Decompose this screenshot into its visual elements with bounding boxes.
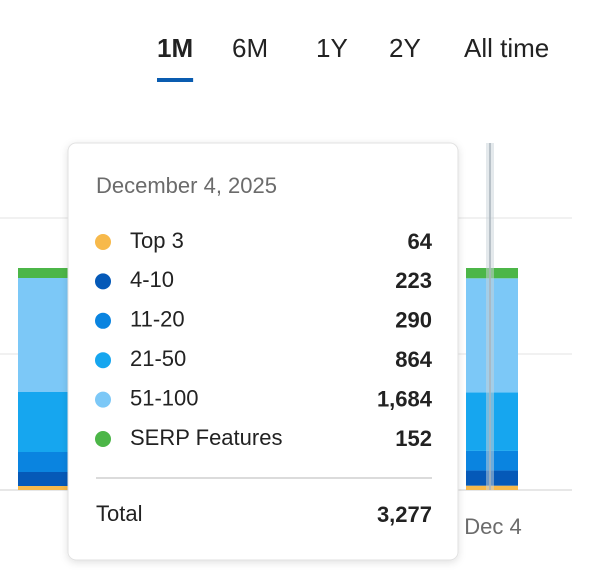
- bar-segment: [18, 472, 68, 486]
- row-label: 21-50: [130, 346, 186, 371]
- legend-dot: [95, 431, 111, 447]
- legend-dot: [95, 352, 111, 369]
- tab[interactable]: 2Y: [389, 33, 421, 63]
- row-label: 4-10: [130, 267, 174, 292]
- row-value: 290: [395, 308, 432, 333]
- legend-dot: [95, 273, 111, 290]
- tooltip: December 4, 2025 Total 3,277 Top 3 64 4-10…: [67, 142, 459, 561]
- total-label: Total: [96, 501, 142, 526]
- tabs: 1M 6M 1Y 2Y All time: [157, 33, 549, 82]
- x-tick-label: Dec 4: [464, 514, 521, 539]
- row-label: 11-20: [130, 307, 185, 332]
- total-value: 3,277: [377, 502, 432, 527]
- row-value: 864: [395, 347, 432, 372]
- row-value: 152: [395, 426, 432, 451]
- previous-bar: [18, 268, 68, 490]
- row-label: SERP Features: [130, 425, 282, 450]
- row-label: Top 3: [130, 228, 184, 253]
- row-value: 64: [408, 229, 433, 254]
- legend-dot: [95, 312, 111, 329]
- bar-segment: [18, 486, 68, 490]
- tooltip-box: [67, 142, 459, 561]
- bar-segment: [18, 392, 68, 452]
- row-label: 51-100: [130, 385, 199, 410]
- legend-dot: [95, 234, 111, 250]
- tooltip-date: December 4, 2025: [96, 173, 277, 198]
- tab[interactable]: All time: [464, 33, 549, 63]
- bar-segment: [18, 452, 68, 472]
- legend-dot: [95, 391, 111, 408]
- tab-underline: [157, 78, 194, 82]
- bar-segment: [18, 278, 68, 392]
- tab[interactable]: 6M: [232, 33, 268, 63]
- tab[interactable]: 1M: [157, 33, 193, 63]
- tab[interactable]: 1Y: [316, 33, 348, 63]
- row-value: 223: [395, 268, 432, 293]
- bar-segment: [18, 268, 68, 278]
- row-value: 1,684: [377, 386, 433, 411]
